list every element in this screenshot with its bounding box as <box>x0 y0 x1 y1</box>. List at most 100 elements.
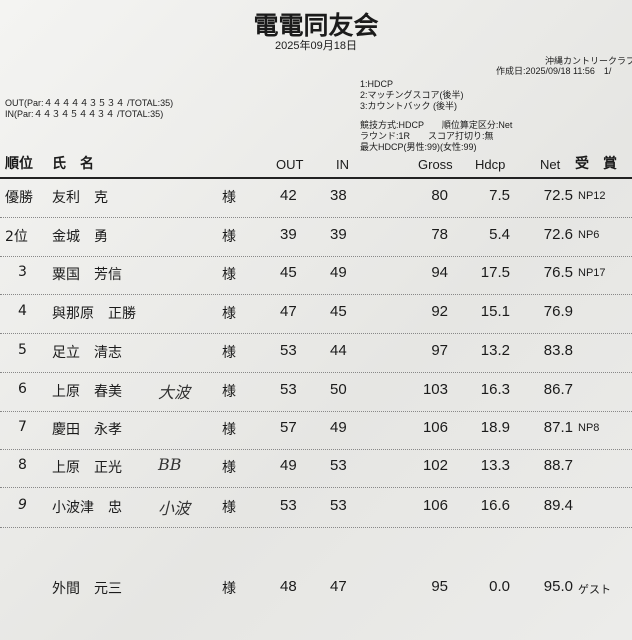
cell-award: NP6 <box>578 229 600 241</box>
cell-honorific: 様 <box>222 460 236 476</box>
cell-in: 53 <box>330 497 347 514</box>
cell-gross: 106 <box>422 497 448 514</box>
header-net: Net <box>540 157 561 172</box>
cell-gross: 94 <box>431 264 448 281</box>
cell-out: 53 <box>280 342 297 359</box>
header-name: 氏 名 <box>52 156 94 172</box>
table-row: 2位 金城 勇 様 39 39 78 5.4 72.6 NP6 <box>0 226 632 246</box>
cell-out: 39 <box>280 226 297 243</box>
table-row: 6 上原 春美 様 53 50 103 16.3 86.7 大波 <box>0 381 632 402</box>
cell-name: 足立 清志 <box>52 345 122 361</box>
rule-1: 競技方式:HDCP 順位算定区分:Net <box>360 120 513 130</box>
rule-3: 最大HDCP(男性:99)(女性:99) <box>360 142 477 152</box>
cell-name: 金城 勇 <box>52 229 108 245</box>
cell-out: 45 <box>280 264 297 281</box>
cell-in: 38 <box>330 187 347 204</box>
cell-out: 48 <box>280 578 297 595</box>
header-rank: 順位 <box>5 156 33 172</box>
header-gross: Gross <box>418 157 453 172</box>
cell-name: 上原 正光 <box>52 460 122 476</box>
cell-net: 76.5 <box>543 264 573 281</box>
rule-2: ラウンド:1R スコア打切り:無 <box>360 131 494 141</box>
cell-rank: 2位 <box>5 229 28 245</box>
cell-handwritten-note: 大波 <box>158 383 191 402</box>
cell-in: 39 <box>330 226 347 243</box>
cell-honorific: 様 <box>222 190 236 206</box>
cell-hdcp: 18.9 <box>480 419 510 436</box>
header-award: 受 賞 <box>575 156 617 172</box>
tiebreak-rules: 1:HDCP 2:マッチングスコア(後半) 3:カウントバック (後半) <box>360 79 464 112</box>
table-row: 優勝 友利 克 様 42 38 80 7.5 72.5 NP12 <box>0 187 632 207</box>
cell-handwritten-note: BB <box>158 455 182 474</box>
cell-rank: 3 <box>18 264 27 280</box>
cell-net: 72.5 <box>543 187 573 204</box>
cell-handwritten-note: 小波 <box>158 499 191 518</box>
cell-honorific: 様 <box>222 384 236 400</box>
cell-award: NP17 <box>578 267 606 279</box>
row-divider <box>0 449 632 450</box>
cell-net: 72.6 <box>543 226 573 243</box>
header-divider <box>0 177 632 179</box>
cell-honorific: 様 <box>222 500 236 516</box>
cell-out: 53 <box>280 381 297 398</box>
cell-hdcp: 16.6 <box>480 497 510 514</box>
cell-award: NP12 <box>578 190 606 202</box>
tiebreak-3: 3:カウントバック (後半) <box>360 101 458 111</box>
page-title: 電電同友会 <box>253 11 379 40</box>
row-divider <box>0 294 632 295</box>
cell-out: 49 <box>280 457 297 474</box>
header-hdcp: Hdcp <box>475 157 506 172</box>
cell-name: 友利 克 <box>52 190 108 206</box>
cell-honorific: 様 <box>222 229 236 245</box>
cell-in: 49 <box>330 419 347 436</box>
cell-award: ゲスト <box>578 584 611 596</box>
cell-in: 50 <box>330 381 347 398</box>
cell-gross: 80 <box>431 187 448 204</box>
row-divider <box>0 411 632 412</box>
cell-award: NP8 <box>578 422 600 434</box>
cell-net: 95.0 <box>543 578 573 595</box>
cell-gross: 102 <box>422 457 448 474</box>
cell-net: 83.8 <box>543 342 573 359</box>
table-row: 4 與那原 正勝 様 47 45 92 15.1 76.9 <box>0 303 632 323</box>
cell-honorific: 様 <box>222 267 236 283</box>
cell-rank: 5 <box>18 342 27 358</box>
cell-gross: 97 <box>431 342 448 359</box>
cell-gross: 95 <box>431 578 448 595</box>
row-divider <box>0 256 632 257</box>
cell-out: 53 <box>280 497 297 514</box>
table-row: 9 小波津 忠 様 53 53 106 16.6 89.4 小波 <box>0 497 632 518</box>
cell-hdcp: 0.0 <box>489 578 510 595</box>
table-row: 7 慶田 永孝 様 57 49 106 18.9 87.1 NP8 <box>0 419 632 439</box>
cell-gross: 78 <box>431 226 448 243</box>
cell-name: 與那原 正勝 <box>52 306 136 322</box>
row-divider <box>0 487 632 488</box>
cell-hdcp: 15.1 <box>480 303 510 320</box>
row-divider <box>0 217 632 218</box>
table-row: 3 粟国 芳信 様 45 49 94 17.5 76.5 NP17 <box>0 264 632 284</box>
cell-rank: 8 <box>18 457 27 473</box>
cell-hdcp: 7.5 <box>489 187 510 204</box>
cell-name: 小波津 忠 <box>52 500 122 516</box>
event-date: 2025年09月18日 <box>275 40 357 52</box>
cell-rank: 7 <box>18 419 27 435</box>
header-out: OUT <box>276 157 304 172</box>
cell-net: 86.7 <box>543 381 573 398</box>
tiebreak-2: 2:マッチングスコア(後半) <box>360 90 464 100</box>
cell-net: 89.4 <box>543 497 573 514</box>
par-out: OUT(Par:４４４４４３５３４ /TOTAL:35) <box>5 98 174 108</box>
cell-rank: 6 <box>18 381 27 397</box>
header-in: IN <box>336 157 349 172</box>
cell-hdcp: 5.4 <box>489 226 510 243</box>
cell-hdcp: 13.3 <box>480 457 510 474</box>
cell-name: 外間 元三 <box>52 581 122 597</box>
competition-rules: 競技方式:HDCP 順位算定区分:Net ラウンド:1R スコア打切り:無 最大… <box>360 120 512 153</box>
cell-hdcp: 17.5 <box>480 264 510 281</box>
cell-in: 53 <box>330 457 347 474</box>
created-date: 作成日:2025/09/18 11:56 1/ <box>496 66 612 76</box>
cell-honorific: 様 <box>222 345 236 361</box>
cell-rank: 4 <box>18 303 27 319</box>
cell-hdcp: 16.3 <box>480 381 510 398</box>
cell-gross: 92 <box>431 303 448 320</box>
cell-net: 87.1 <box>543 419 573 436</box>
